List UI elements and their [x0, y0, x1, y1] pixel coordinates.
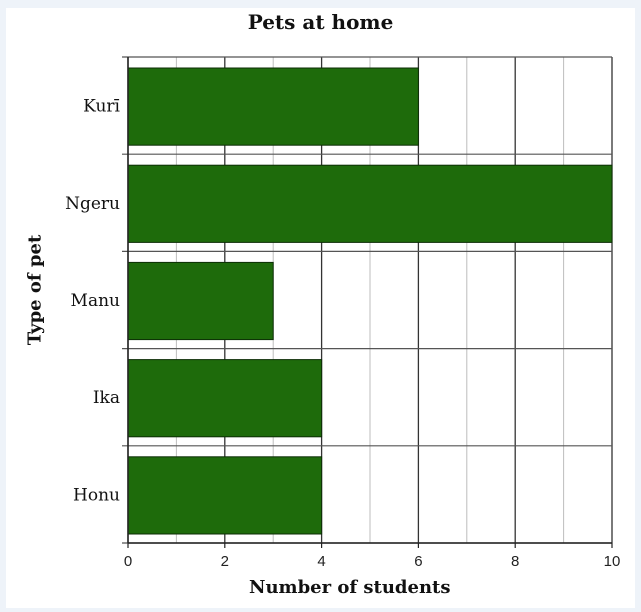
x-tick-label: 0: [124, 553, 132, 570]
category-label: Ika: [93, 388, 120, 408]
bars: [127, 67, 613, 535]
labels: Kurī Ngeru Manu Ika Honu 0 2 4 6 8 10: [65, 97, 620, 570]
bar-kurī: [127, 67, 419, 146]
chart-title: Pets at home: [247, 10, 394, 34]
bar-manu: [127, 261, 274, 341]
category-label: Manu: [71, 291, 120, 311]
x-tick-label: 2: [221, 553, 229, 570]
category-label: Ngeru: [65, 194, 120, 214]
x-tick-label: 8: [511, 553, 519, 570]
x-tick-label: 4: [317, 553, 325, 570]
bar-honu: [127, 456, 323, 535]
axes: [127, 57, 613, 548]
x-tick-label: 6: [414, 553, 422, 570]
category-label: Honu: [73, 485, 120, 505]
x-axis-label: Number of students: [249, 577, 451, 598]
bar-ngeru: [127, 164, 613, 243]
x-tick-label: 10: [604, 553, 621, 570]
category-label: Kurī: [83, 97, 120, 117]
bar-ika: [127, 359, 323, 438]
